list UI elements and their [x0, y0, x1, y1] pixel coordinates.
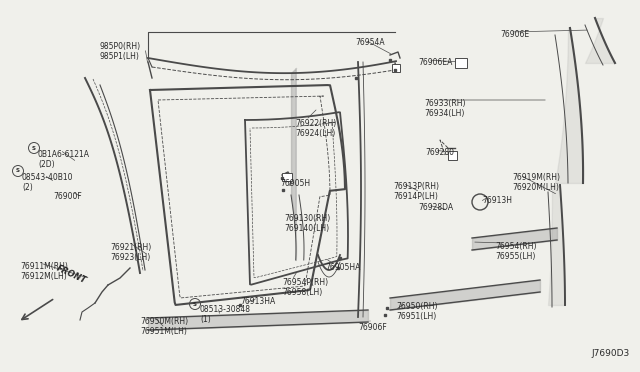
Text: FRONT: FRONT	[55, 263, 88, 285]
Text: 76928DA: 76928DA	[418, 203, 453, 212]
Bar	[392, 64, 400, 72]
Text: S: S	[32, 145, 36, 151]
Text: 76906F: 76906F	[358, 323, 387, 332]
Bar	[282, 173, 292, 181]
Text: 76950M(RH)
76951M(LH): 76950M(RH) 76951M(LH)	[140, 317, 188, 336]
Text: S: S	[16, 169, 20, 173]
Text: 76900F: 76900F	[53, 192, 82, 201]
Text: 76954(RH)
76955(LH): 76954(RH) 76955(LH)	[495, 242, 536, 262]
Text: 769280: 769280	[425, 148, 454, 157]
Text: 769130(RH)
769140(LH): 769130(RH) 769140(LH)	[284, 214, 330, 233]
Text: 0B1A6-6121A
(2D): 0B1A6-6121A (2D)	[38, 150, 90, 169]
Text: 76933(RH)
76934(LH): 76933(RH) 76934(LH)	[424, 99, 465, 118]
Bar	[448, 151, 457, 160]
Text: 76921(RH)
76923(LH): 76921(RH) 76923(LH)	[110, 243, 151, 262]
Text: J7690D3: J7690D3	[592, 349, 630, 358]
Text: 76905HA: 76905HA	[325, 263, 360, 272]
Text: 76950(RH)
76951(LH): 76950(RH) 76951(LH)	[396, 302, 438, 321]
Text: 76913P(RH)
76914P(LH): 76913P(RH) 76914P(LH)	[393, 182, 439, 201]
Text: 76906EA: 76906EA	[418, 58, 452, 67]
Text: 985P0(RH)
985P1(LH): 985P0(RH) 985P1(LH)	[100, 42, 141, 61]
Text: 76919M(RH)
76920M(LH): 76919M(RH) 76920M(LH)	[512, 173, 560, 192]
Text: 76954A: 76954A	[355, 38, 385, 47]
Text: 76913H: 76913H	[482, 196, 512, 205]
Text: 08513-30848
(1): 08513-30848 (1)	[200, 305, 251, 324]
Text: S: S	[193, 301, 197, 307]
Text: 76905H: 76905H	[280, 179, 310, 188]
Text: 76906E: 76906E	[500, 30, 529, 39]
Text: 76954P(RH)
76958(LH): 76954P(RH) 76958(LH)	[282, 278, 328, 297]
Text: 76911M(RH)
76912M(LH): 76911M(RH) 76912M(LH)	[20, 262, 68, 281]
Text: 76913HA: 76913HA	[240, 297, 275, 306]
Text: 76922(RH)
76924(LH): 76922(RH) 76924(LH)	[295, 119, 336, 138]
Text: 08543-40B10
(2): 08543-40B10 (2)	[22, 173, 74, 192]
Bar	[455, 58, 467, 68]
